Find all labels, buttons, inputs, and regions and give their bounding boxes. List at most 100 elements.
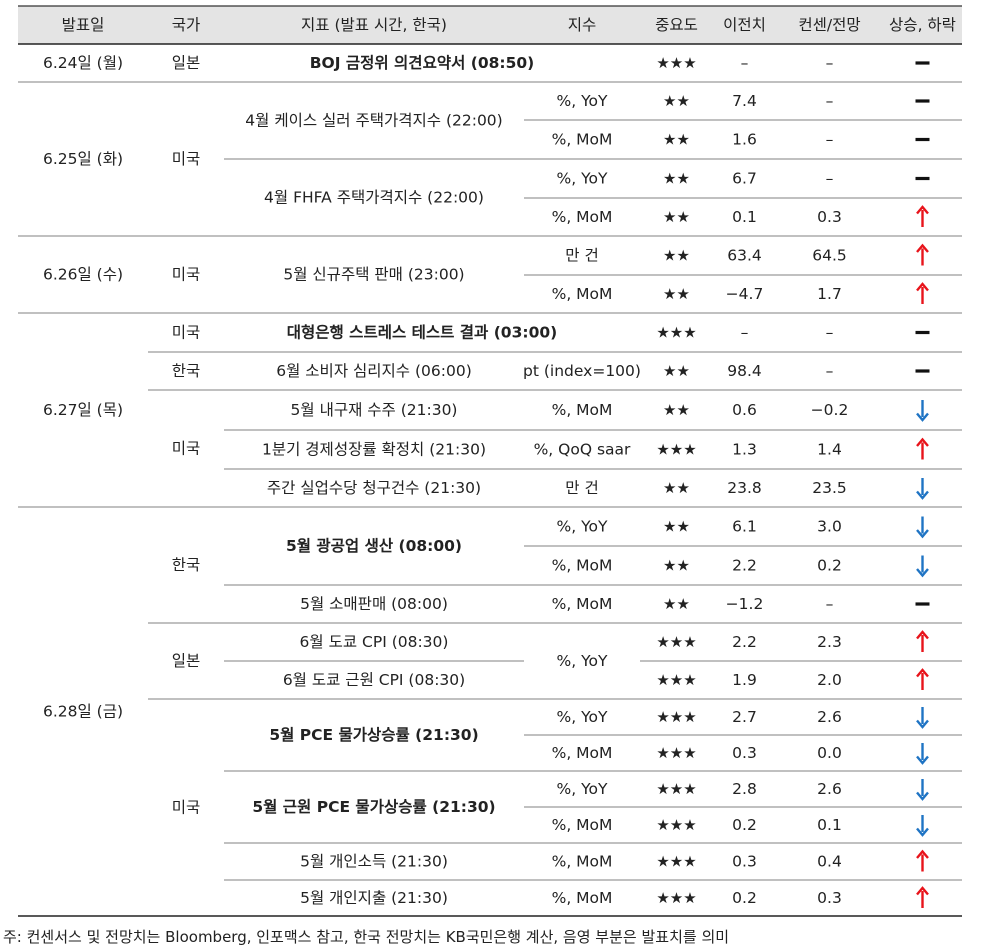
unit-cell: pt (index=100) — [523, 362, 641, 380]
previous-value: 1.3 — [732, 441, 757, 459]
unit-cell: %, QoQ saar — [534, 441, 631, 459]
previous-value: 6.1 — [732, 518, 757, 536]
header-cell: 컨센/전망 — [798, 16, 860, 34]
indicator-cell: BOJ 금정위 의견요약서 (08:50) — [310, 53, 535, 72]
consensus-value: 2.6 — [817, 780, 842, 798]
consensus-value: – — [826, 170, 834, 188]
indicator-cell: 5월 PCE 물가상승률 (21:30) — [269, 726, 478, 744]
consensus-value: 2.3 — [817, 633, 842, 651]
consensus-value: – — [826, 131, 834, 149]
importance-stars: ★★★ — [656, 324, 696, 342]
country-cell: 미국 — [172, 799, 201, 817]
header-cell: 지수 — [568, 16, 597, 34]
flat-dash-icon — [915, 602, 930, 606]
footnote: 주: 컨센서스 및 전망치는 Bloomberg, 인포맥스 참고, 한국 전망… — [3, 928, 729, 946]
importance-stars: ★★★ — [656, 671, 696, 689]
consensus-value: 0.1 — [817, 816, 842, 834]
consensus-value: – — [826, 324, 834, 342]
country-cell: 미국 — [172, 324, 201, 342]
unit-cell: %, YoY — [557, 92, 608, 110]
country-cell: 미국 — [172, 440, 201, 458]
header-cell: 중요도 — [655, 16, 698, 34]
header-cell: 지표 (발표 시간, 한국) — [301, 16, 447, 34]
indicator-cell: 5월 소매판매 (08:00) — [300, 595, 448, 613]
down-arrow-icon — [916, 400, 929, 422]
importance-stars: ★★★ — [656, 54, 696, 72]
unit-cell: %, YoY — [557, 170, 608, 188]
date-cell: 6.27일 (목) — [43, 401, 123, 419]
flat-dash-icon — [915, 330, 930, 335]
country-cell: 한국 — [172, 362, 201, 380]
previous-value: 0.2 — [732, 816, 757, 834]
header-cell: 발표일 — [62, 16, 105, 34]
consensus-value: – — [826, 54, 834, 72]
date-cell: 6.24일 (월) — [43, 54, 123, 72]
previous-value: 23.8 — [727, 479, 762, 497]
indicator-cell: 5월 내구재 수주 (21:30) — [291, 401, 458, 419]
indicator-cell: 5월 개인지출 (21:30) — [300, 889, 448, 907]
unit-cell: %, MoM — [552, 401, 613, 419]
unit-cell: 만 건 — [565, 247, 598, 265]
header-cell: 국가 — [172, 16, 201, 34]
importance-stars: ★★ — [663, 401, 690, 419]
importance-stars: ★★ — [663, 247, 690, 265]
unit-cell: %, MoM — [552, 285, 613, 303]
header-cell: 상승, 하락 — [889, 16, 956, 34]
indicator-cell: 대형은행 스트레스 테스트 결과 (03:00) — [287, 323, 557, 342]
previous-value: −4.7 — [726, 285, 764, 303]
importance-stars: ★★ — [663, 131, 690, 149]
previous-value: 63.4 — [727, 247, 762, 265]
previous-value: 6.7 — [732, 170, 757, 188]
importance-stars: ★★ — [663, 557, 690, 575]
flat-dash-icon — [915, 137, 930, 142]
consensus-value: 2.0 — [817, 671, 842, 689]
previous-value: 0.3 — [732, 853, 757, 871]
previous-value: 98.4 — [727, 362, 762, 380]
previous-value: 0.1 — [732, 208, 757, 226]
importance-stars: ★★ — [663, 518, 690, 536]
flat-dash-icon — [915, 176, 930, 181]
date-cell: 6.25일 (화) — [43, 150, 123, 168]
down-arrow-icon — [916, 555, 929, 578]
country-cell: 미국 — [172, 266, 201, 284]
importance-stars: ★★★ — [656, 780, 696, 798]
unit-cell: %, YoY — [557, 518, 608, 536]
previous-value: 0.6 — [732, 401, 757, 419]
date-cell: 6.28일 (금) — [43, 703, 123, 721]
up-arrow-icon — [916, 282, 929, 304]
consensus-value: 2.6 — [817, 708, 842, 726]
down-arrow-icon — [916, 516, 929, 539]
country-cell: 미국 — [172, 150, 201, 168]
indicator-cell: 4월 FHFA 주택가격지수 (22:00) — [264, 189, 484, 207]
consensus-value: – — [826, 595, 834, 613]
unit-cell: %, MoM — [552, 557, 613, 575]
unit-cell: %, YoY — [557, 652, 608, 670]
consensus-value: 0.3 — [817, 208, 842, 226]
consensus-value: – — [826, 362, 834, 380]
unit-cell: %, MoM — [552, 208, 613, 226]
country-cell: 일본 — [172, 54, 201, 72]
importance-stars: ★★ — [663, 208, 690, 226]
importance-stars: ★★★ — [656, 633, 696, 651]
indicator-cell: 1분기 경제성장률 확정치 (21:30) — [262, 441, 486, 459]
consensus-value: 0.4 — [817, 853, 842, 871]
importance-stars: ★★★ — [656, 889, 696, 907]
flat-dash-icon — [915, 99, 930, 103]
previous-value: 2.2 — [732, 633, 757, 651]
unit-cell: %, MoM — [552, 744, 613, 762]
down-arrow-icon — [916, 743, 929, 765]
indicator-cell: 주간 실업수당 청구건수 (21:30) — [267, 479, 481, 497]
consensus-value: 64.5 — [812, 247, 847, 265]
down-arrow-icon — [916, 478, 929, 500]
unit-cell: 만 건 — [565, 479, 598, 497]
date-cell: 6.26일 (수) — [43, 266, 123, 284]
indicator-cell: 5월 개인소득 (21:30) — [300, 853, 448, 871]
importance-stars: ★★ — [663, 362, 690, 380]
consensus-value: – — [826, 92, 834, 110]
up-arrow-icon — [916, 849, 929, 872]
country-cell: 한국 — [172, 556, 201, 574]
unit-cell: %, YoY — [557, 780, 608, 798]
unit-cell: %, MoM — [552, 889, 613, 907]
previous-value: 1.9 — [732, 671, 757, 689]
